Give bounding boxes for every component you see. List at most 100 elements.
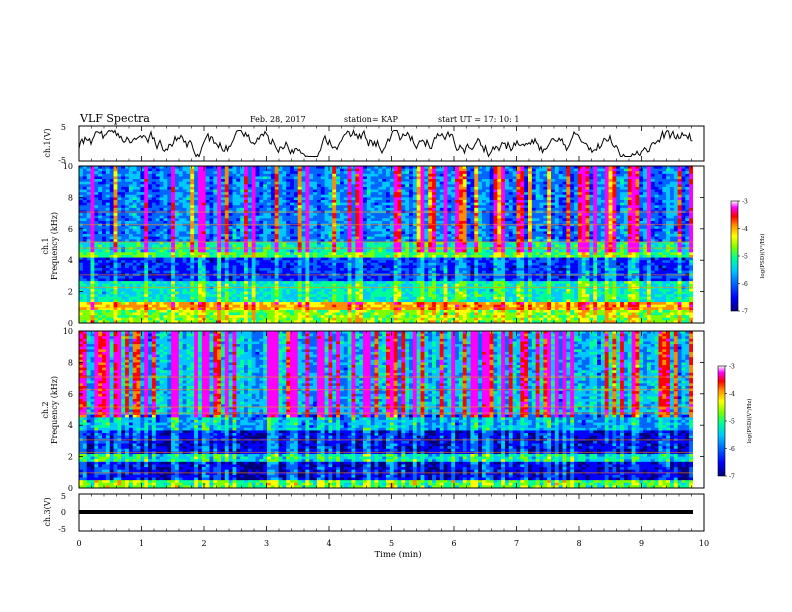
spectrogram-cell — [117, 244, 122, 248]
spectrogram-cell — [148, 228, 153, 232]
spectrogram-cell — [504, 184, 510, 188]
spectrogram-cell — [551, 205, 556, 209]
spectrogram-cell — [570, 200, 575, 204]
spectrogram-cell — [224, 228, 230, 232]
spectrogram-cell — [666, 215, 671, 219]
spectrogram-cell — [428, 215, 433, 219]
spectrogram-cell — [102, 241, 107, 245]
spectrogram-cell — [320, 220, 325, 224]
spectrogram-cell — [654, 186, 659, 190]
spectrogram-cell — [643, 197, 648, 201]
spectrogram-cell — [504, 241, 510, 245]
spectrogram-cell — [562, 213, 567, 217]
spectrogram-cell — [531, 194, 537, 198]
spectrogram-cell — [190, 168, 195, 172]
spectrogram-cell — [681, 189, 686, 193]
spectrogram-cell — [658, 171, 663, 175]
spectrogram-cell — [336, 239, 341, 243]
spectrogram-cell — [501, 215, 506, 219]
spectrogram-cell — [531, 207, 537, 211]
spectrogram-cell — [301, 184, 306, 188]
spectrogram-cell — [336, 244, 341, 248]
spectrogram-cell — [209, 213, 214, 217]
spectrogram-cell — [290, 218, 295, 222]
spectrogram-cell — [144, 166, 149, 170]
spectrogram-cell — [125, 234, 130, 238]
spectrogram-cell — [205, 220, 210, 224]
spectrogram-cell — [451, 220, 456, 224]
spectrogram-cell — [478, 234, 483, 238]
spectrogram-cell — [382, 213, 387, 217]
spectrogram-cell — [194, 194, 199, 198]
spectrogram-cell — [401, 220, 406, 224]
spectrogram-cell — [497, 207, 502, 211]
spectrogram-cell — [109, 171, 114, 175]
spectrogram-cell — [244, 215, 249, 219]
spectrogram-cell — [274, 186, 279, 190]
spectrogram-cell — [109, 194, 114, 198]
spectrogram-cell — [589, 231, 594, 235]
spectrogram-cell — [600, 176, 606, 180]
spectrogram-cell — [551, 200, 556, 204]
spectrogram-cell — [443, 205, 448, 209]
spectrogram-cell — [86, 239, 91, 243]
spectrogram-cell — [481, 186, 487, 190]
spectrogram-cell — [359, 207, 364, 211]
spectrogram-cell — [217, 213, 222, 217]
spectrogram-cell — [316, 197, 322, 201]
spectrogram-cell — [167, 236, 172, 240]
spectrogram-cell — [497, 192, 502, 196]
spectrogram-cell — [286, 189, 291, 193]
spectrogram-cell — [470, 231, 475, 235]
spectrogram-cell — [213, 236, 218, 240]
spectrogram-cell — [339, 213, 345, 217]
spectrogram-cell — [301, 244, 306, 248]
spectrogram-cell — [155, 220, 160, 224]
spectrogram-cell — [439, 220, 444, 224]
spectrogram-cell — [297, 207, 302, 211]
spectrogram-cell — [347, 186, 352, 190]
spectrogram-cell — [355, 176, 360, 180]
spectrogram-cell — [105, 194, 111, 198]
spectrogram-cell — [220, 207, 226, 211]
spectrogram-cell — [90, 168, 95, 172]
spectrogram-cell — [516, 220, 521, 224]
spectrogram-cell — [516, 213, 521, 217]
spectrogram-cell — [121, 218, 126, 222]
spectrogram-cell — [270, 241, 276, 245]
spectrogram-cell — [551, 171, 556, 175]
spectrogram-cell — [159, 231, 164, 235]
spectrogram-cell — [286, 202, 291, 206]
spectrogram-cell — [631, 234, 636, 238]
spectrogram-cell — [508, 197, 514, 201]
spectrogram-cell — [597, 218, 602, 222]
spectrogram-cell — [497, 220, 502, 224]
spectrogram-cell — [451, 176, 456, 180]
spectrogram-cell — [386, 200, 391, 204]
spectrogram-cell — [451, 192, 456, 196]
spectrogram-cell — [128, 192, 134, 196]
spectrogram-cell — [213, 171, 218, 175]
spectrogram-cell — [604, 241, 609, 245]
spectrogram-cell — [339, 231, 345, 235]
spectrogram-cell — [558, 231, 563, 235]
spectrogram-cell — [424, 200, 429, 204]
spectrogram-cell — [267, 179, 272, 183]
spectrogram-cell — [531, 181, 537, 185]
spectrogram-cell — [86, 194, 91, 198]
spectrogram-cell — [531, 228, 537, 232]
spectrogram-cell — [328, 231, 333, 235]
spectrogram-cell — [401, 236, 406, 240]
spectrogram-cell — [397, 184, 402, 188]
spectrogram-cell — [370, 205, 375, 209]
spectrogram-cell — [389, 166, 395, 170]
spectrogram-cell — [386, 226, 391, 230]
spectrogram-cell — [171, 173, 176, 177]
spectrogram-cell — [389, 239, 395, 243]
spectrogram-cell — [94, 186, 99, 190]
spectrogram-cell — [689, 220, 694, 224]
spectrogram-cell — [144, 205, 149, 209]
spectrogram-cell — [639, 226, 644, 230]
spectrogram-cell — [86, 244, 91, 248]
spectrogram-cell — [620, 202, 625, 206]
